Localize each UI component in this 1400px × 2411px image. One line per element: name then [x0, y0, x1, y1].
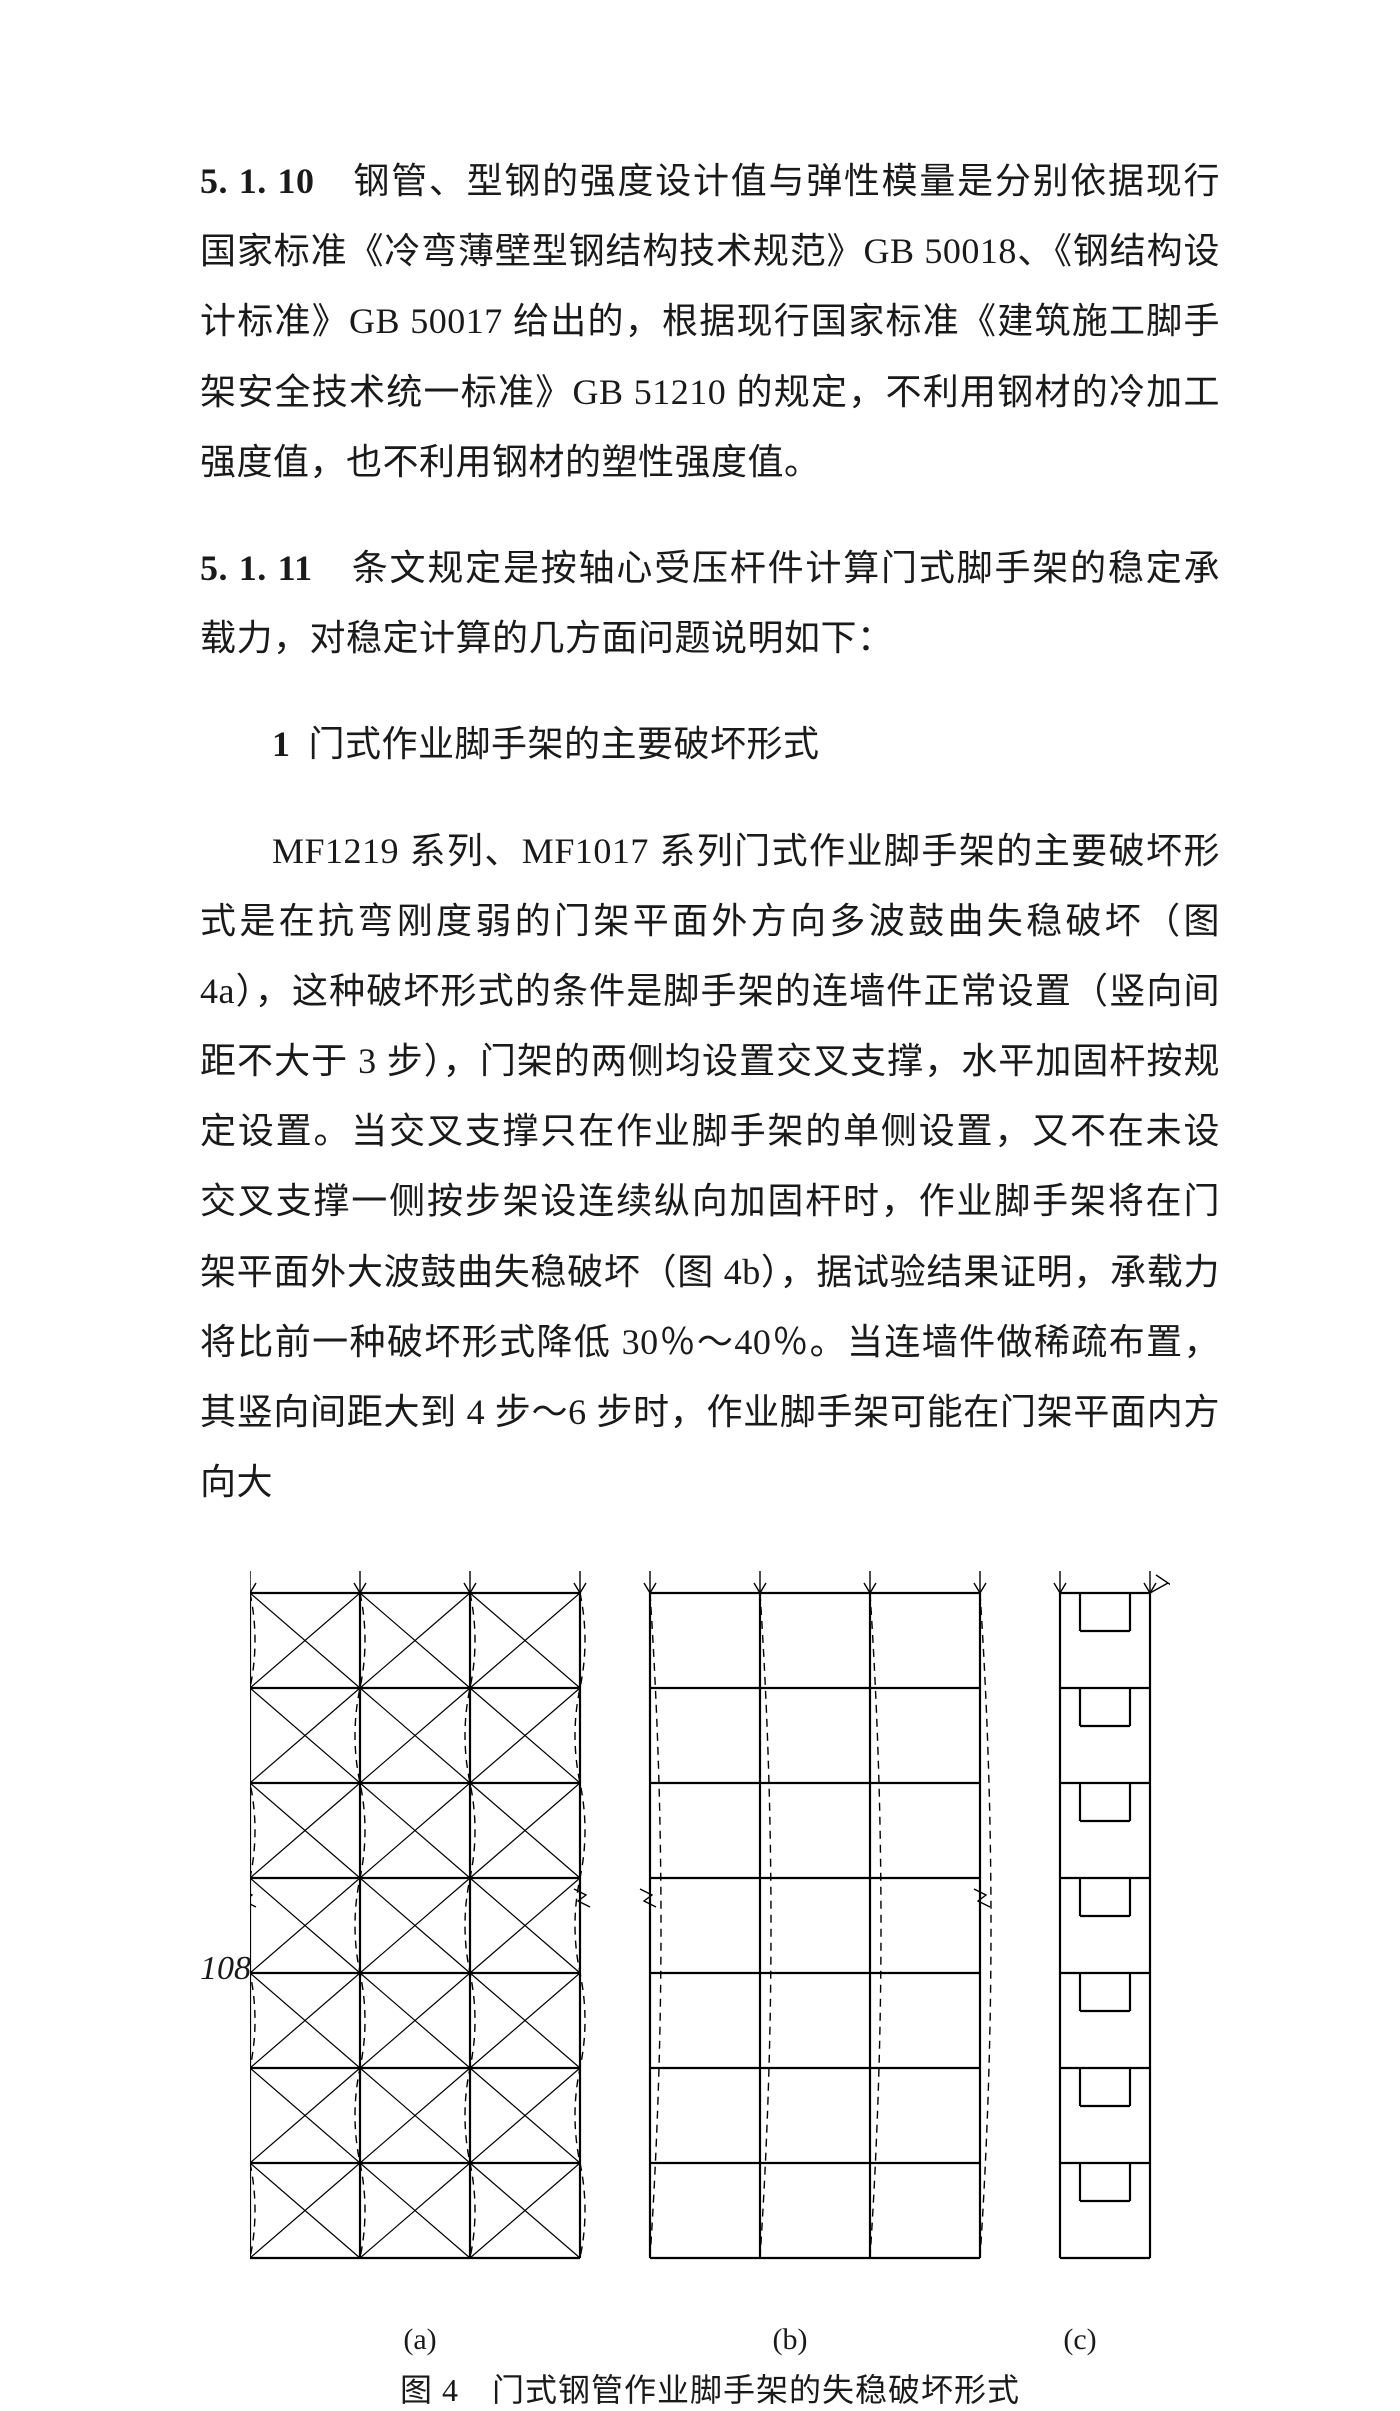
body-paragraph: MF1219 系列、MF1017 系列门式作业脚手架的主要破坏形式是在抗弯刚度弱… — [200, 816, 1220, 1518]
item-1-num: 1 — [272, 724, 291, 764]
figure-caption-text: 门式钢管作业脚手架的失稳破坏形式 — [492, 2372, 1020, 2408]
figure-sublabels: (a) (b) (c) — [200, 2323, 1220, 2357]
figure-caption-prefix: 图 4 — [400, 2372, 459, 2408]
clause-5-1-11: 5. 1. 11 条文规定是按轴心受压杆件计算门式脚手架的稳定承载力，对稳定计算… — [200, 533, 1220, 673]
page-number: 108 — [200, 1950, 251, 1988]
clause-num-5-1-11: 5. 1. 11 — [200, 548, 313, 588]
figure-4 — [200, 1553, 1220, 2313]
figure-label-b: (b) — [590, 2323, 990, 2357]
figure-label-a: (a) — [250, 2323, 590, 2357]
body-text: MF1219 系列、MF1017 系列门式作业脚手架的主要破坏形式是在抗弯刚度弱… — [200, 831, 1220, 1503]
item-1-text: 门式作业脚手架的主要破坏形式 — [309, 724, 820, 764]
clause-text-5-1-10: 钢管、型钢的强度设计值与弹性模量是分别依据现行国家标准《冷弯薄壁型钢结构技术规范… — [200, 161, 1220, 482]
figure-caption: 图 4 门式钢管作业脚手架的失稳破坏形式 — [200, 2365, 1220, 2411]
clause-text-5-1-11: 条文规定是按轴心受压杆件计算门式脚手架的稳定承载力，对稳定计算的几方面问题说明如… — [200, 548, 1220, 658]
figure-4-diagram — [250, 1553, 1170, 2313]
clause-5-1-10: 5. 1. 10 钢管、型钢的强度设计值与弹性模量是分别依据现行国家标准《冷弯薄… — [200, 146, 1220, 497]
clause-num-5-1-10: 5. 1. 10 — [200, 161, 314, 201]
figure-label-c: (c) — [990, 2323, 1170, 2357]
item-1-heading: 1 门式作业脚手架的主要破坏形式 — [200, 709, 1220, 779]
